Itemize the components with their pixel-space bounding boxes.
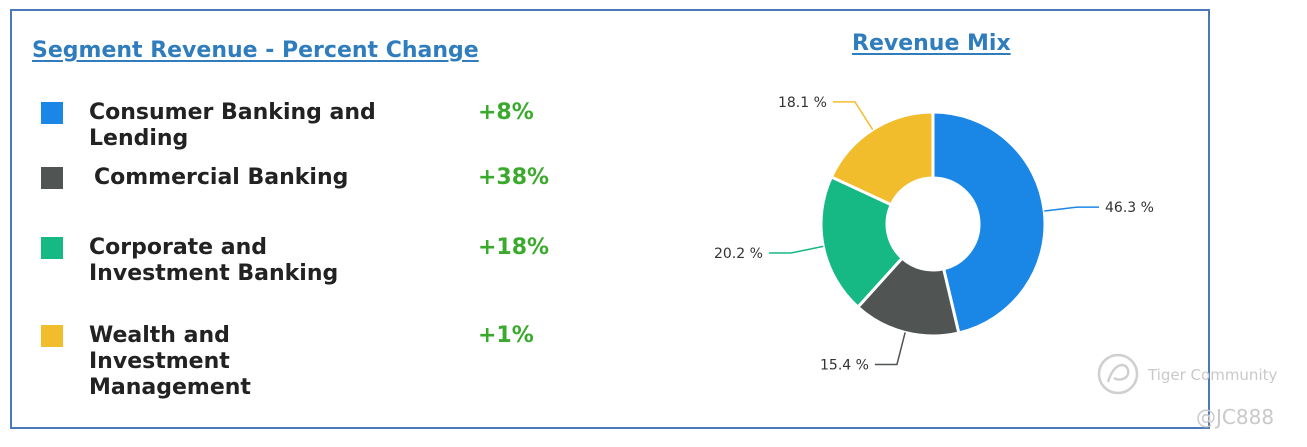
watermark-user: @JC888 — [1196, 405, 1275, 429]
donut-slice-wealth[interactable] — [829, 110, 935, 207]
segment-revenue-title[interactable]: Segment Revenue - Percent Change — [32, 38, 479, 63]
revenue-mix-title[interactable]: Revenue Mix — [852, 31, 1011, 56]
wealth-change: +1% — [478, 323, 534, 348]
leader-line-wealth — [832, 101, 874, 131]
corporate-change: +18% — [478, 235, 550, 260]
corporate-swatch — [41, 237, 63, 259]
watermark-brand: Tiger Community — [1148, 366, 1278, 384]
commercial-label: Commercial Banking — [94, 165, 349, 190]
pct-label-consumer: 46.3 % — [1105, 200, 1154, 216]
tiger-community-logo — [1097, 353, 1139, 395]
leader-line-corporate — [768, 245, 824, 254]
wealth-label: Wealth and Investment Management — [89, 323, 251, 400]
donut-slice-consumer[interactable] — [931, 110, 1047, 335]
pct-label-commercial: 15.4 % — [820, 357, 869, 373]
pct-label-wealth: 18.1 % — [778, 95, 827, 111]
pct-label-corporate: 20.2 % — [714, 246, 763, 262]
consumer-change: +8% — [478, 100, 534, 125]
leader-line-consumer — [1044, 206, 1100, 212]
commercial-swatch — [41, 167, 63, 189]
consumer-label: Consumer Banking and Lending — [89, 100, 376, 151]
revenue-mix-donut-chart: 46.3 % 15.4 % 20.2 % 18.1 % — [714, 95, 1154, 374]
consumer-swatch — [41, 102, 63, 124]
commercial-change: +38% — [478, 165, 550, 190]
corporate-label: Corporate and Investment Banking — [89, 235, 339, 286]
donut-slice-commercial[interactable] — [855, 256, 961, 338]
leader-line-commercial — [874, 332, 906, 366]
donut-slice-corporate[interactable] — [819, 174, 905, 310]
wealth-swatch — [41, 325, 63, 347]
